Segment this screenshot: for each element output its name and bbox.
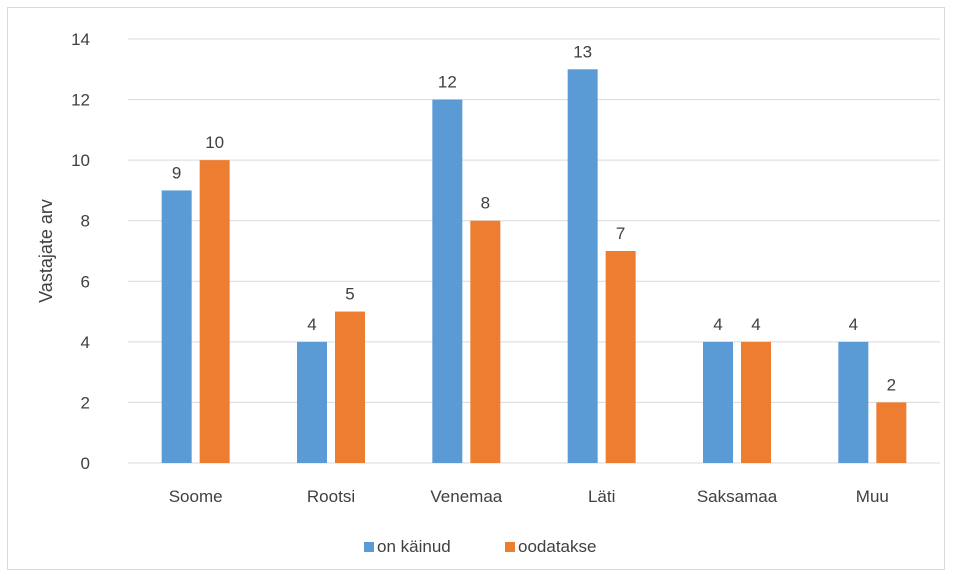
- bar: [199, 160, 230, 463]
- gridlines: [128, 38, 940, 464]
- y-tick-label: 0: [81, 454, 90, 473]
- legend-swatch: [505, 542, 515, 552]
- x-tick-label: Venemaa: [430, 487, 502, 506]
- bar: [470, 220, 501, 463]
- data-label: 4: [751, 315, 760, 334]
- data-label: 9: [172, 163, 181, 182]
- legend-label: on käinud: [377, 537, 451, 556]
- y-tick-label: 10: [71, 151, 90, 170]
- y-tick-label: 12: [71, 91, 90, 110]
- bar: [703, 341, 733, 463]
- x-tick-label: Saksamaa: [697, 487, 778, 506]
- data-label: 5: [345, 285, 354, 304]
- bar: [432, 99, 463, 464]
- data-label: 2: [887, 375, 896, 394]
- bar: [838, 341, 869, 463]
- data-label: 10: [205, 133, 224, 152]
- data-label: 13: [573, 42, 592, 61]
- data-label: 4: [713, 315, 722, 334]
- legend: on käinud oodatakse: [364, 537, 596, 556]
- y-tick-label: 6: [81, 272, 90, 291]
- y-tick-label: 8: [81, 212, 90, 231]
- legend-swatch: [364, 542, 374, 552]
- bar: [741, 341, 771, 463]
- data-label: 4: [307, 315, 316, 334]
- bar: [335, 311, 365, 463]
- bar: [605, 251, 636, 463]
- x-tick-label: Rootsi: [307, 487, 355, 506]
- bar: [297, 341, 327, 463]
- bar: [876, 402, 907, 463]
- y-tick-label: 2: [81, 393, 90, 412]
- bars: [161, 69, 907, 464]
- bar-chart: 0 2 4 6 8 10 12 14 9 10 4 5 12 8 13 7 4 4 4 2 Soome Rootsi V…: [36, 30, 940, 556]
- data-labels: 9 10 4 5 12 8 13 7 4 4 4 2: [172, 42, 896, 394]
- bar: [567, 69, 598, 464]
- data-label: 8: [481, 194, 490, 213]
- data-label: 7: [616, 224, 625, 243]
- x-tick-label: Muu: [856, 487, 889, 506]
- y-axis-ticks: 0 2 4 6 8 10 12 14: [71, 30, 90, 473]
- x-tick-label: Läti: [588, 487, 615, 506]
- data-label: 4: [849, 315, 858, 334]
- bar: [161, 190, 192, 463]
- x-axis-ticks: Soome Rootsi Venemaa Läti Saksamaa Muu: [169, 487, 889, 506]
- data-label: 12: [438, 73, 457, 92]
- y-axis-title: Vastajate arv: [36, 199, 56, 303]
- legend-label: oodatakse: [518, 537, 596, 556]
- y-tick-label: 14: [71, 30, 90, 49]
- y-tick-label: 4: [81, 333, 90, 352]
- x-tick-label: Soome: [169, 487, 223, 506]
- chart-area: 0 2 4 6 8 10 12 14 9 10 4 5 12 8 13 7 4 4 4 2 Soome Rootsi V…: [7, 7, 945, 570]
